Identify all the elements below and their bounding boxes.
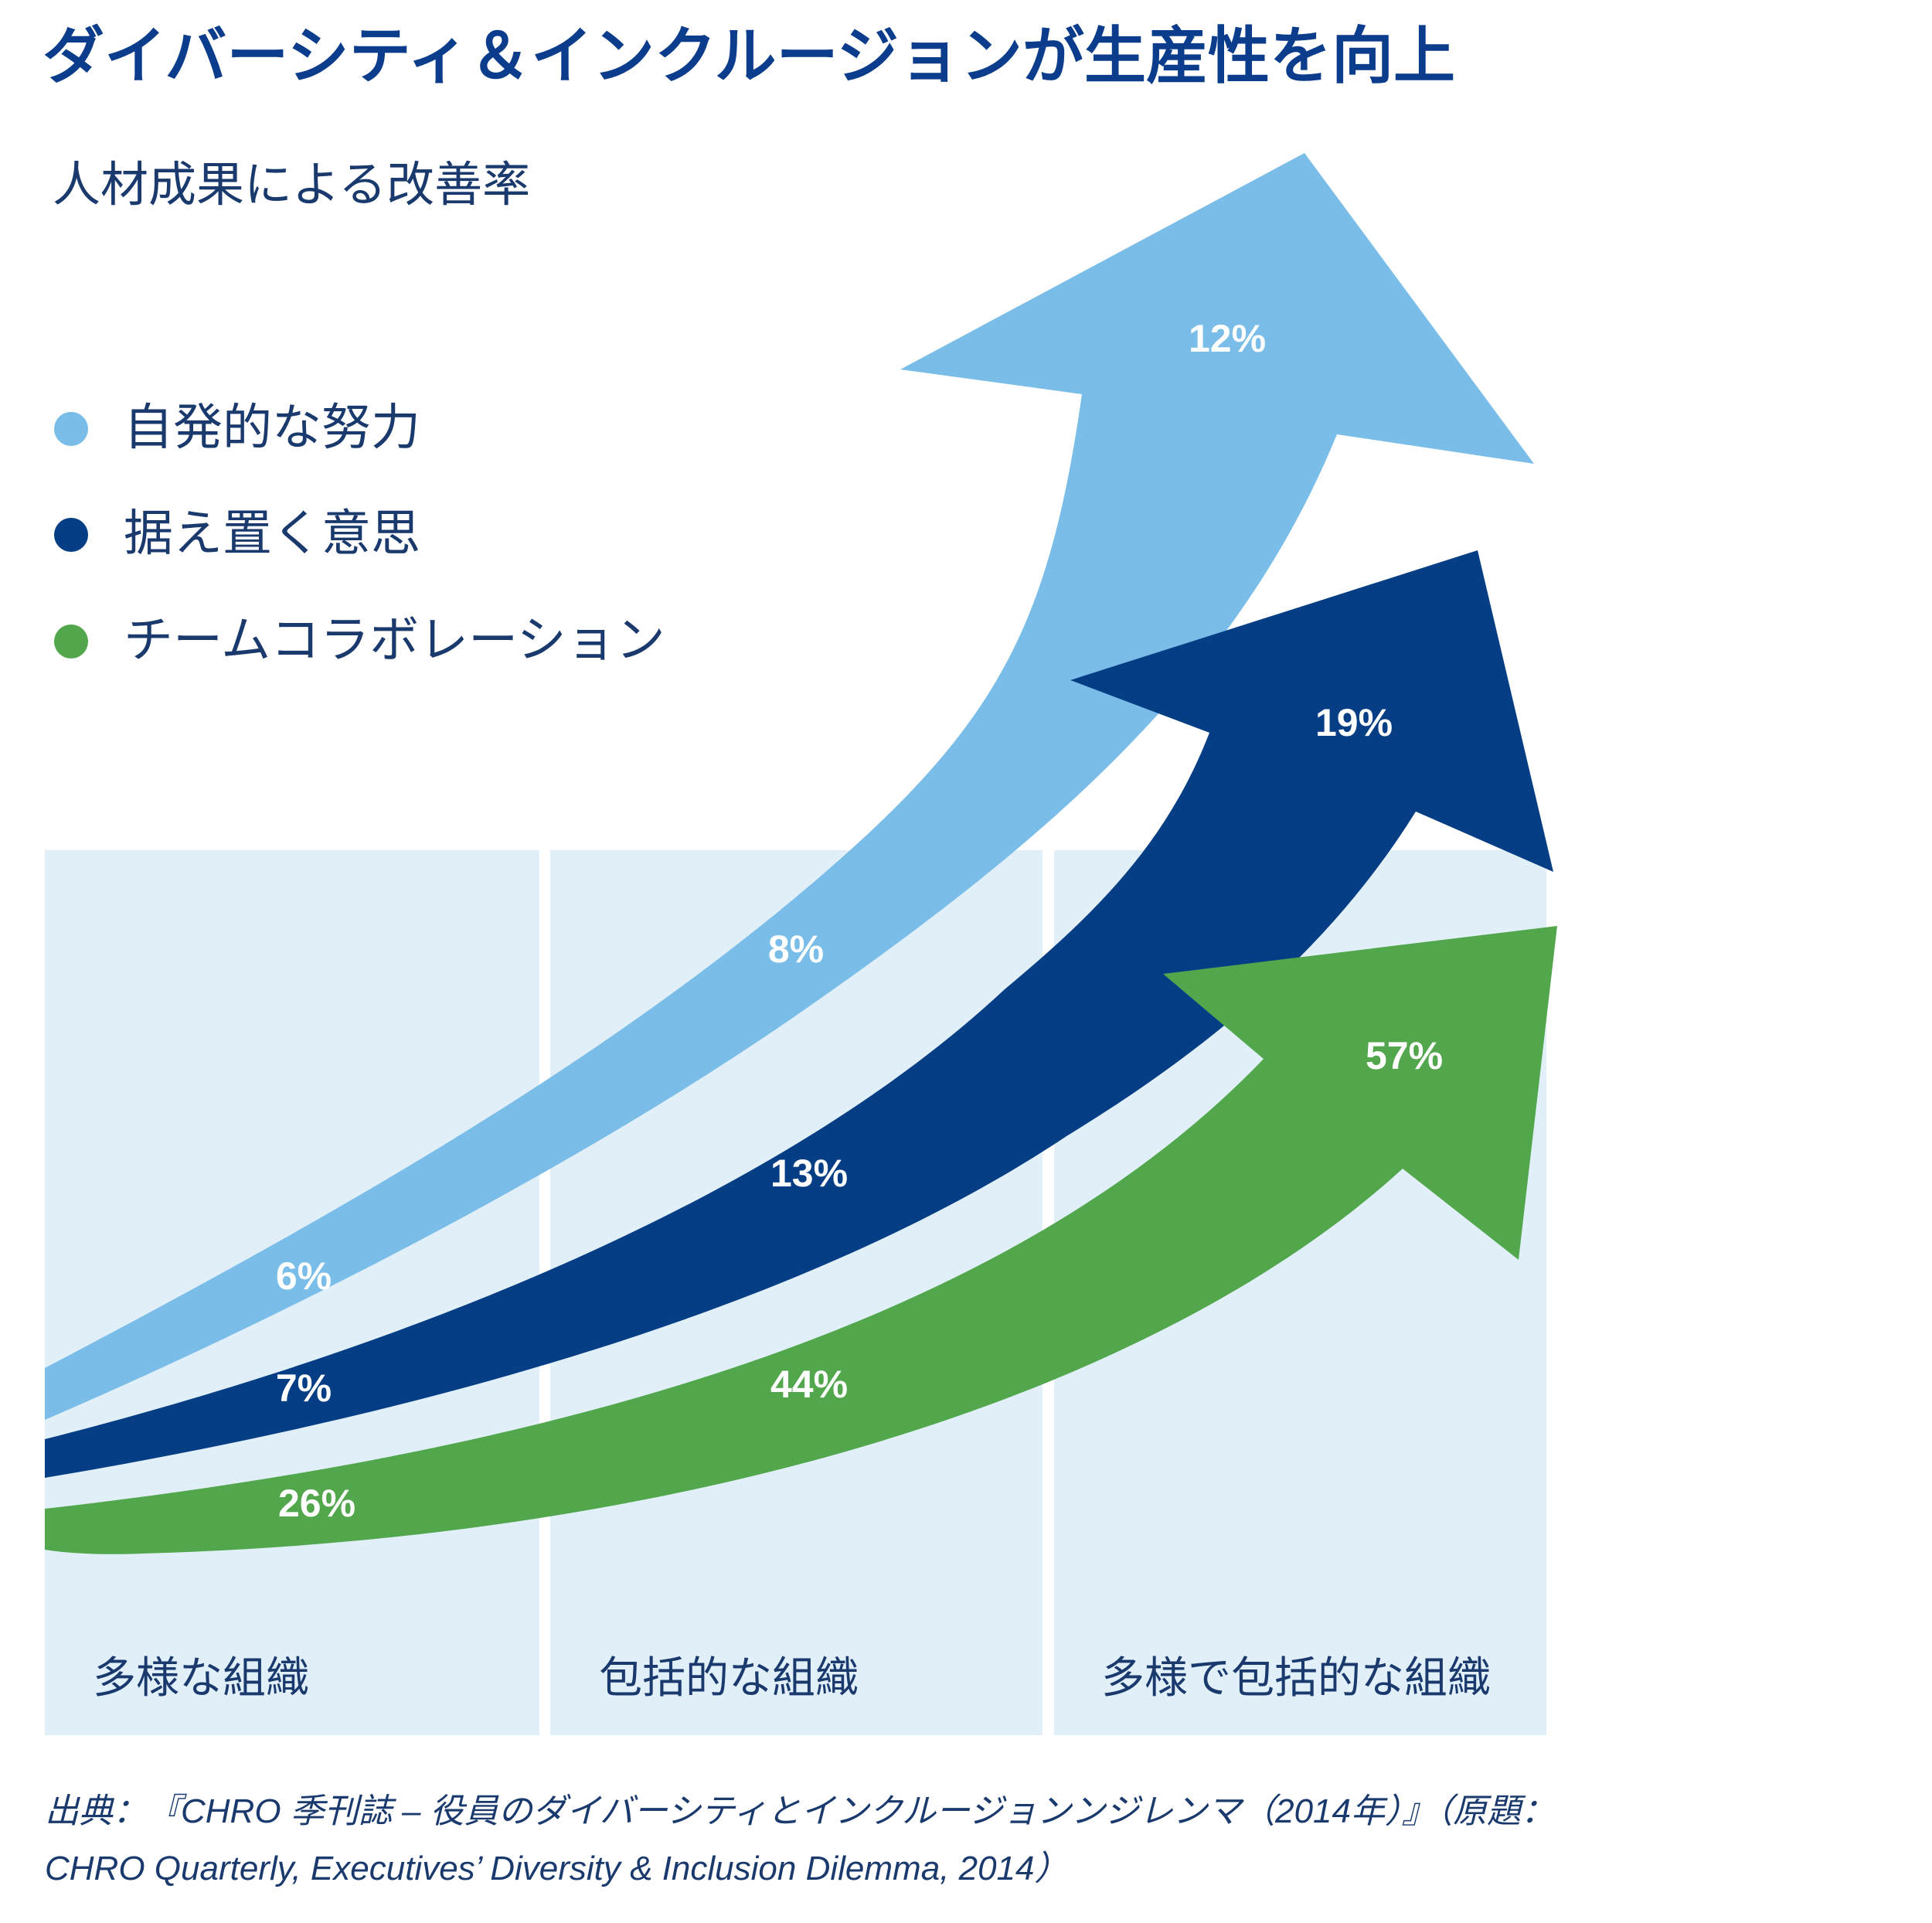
arrow-team-collaboration xyxy=(45,926,1557,1554)
data-labels: 6% 8% 12% 7% 13% 19% 26% 44% 57% xyxy=(276,317,1443,1525)
category-label-inclusive: 包括的な組織 xyxy=(599,1653,859,1703)
data-label-voluntary-effort-0: 6% xyxy=(276,1254,332,1298)
category-label-diverse: 多様な組織 xyxy=(93,1653,309,1703)
legend-marker-team-collaboration xyxy=(54,625,88,659)
data-label-intent-to-stay-0: 7% xyxy=(276,1367,332,1410)
legend-label-team-collaboration: チームコラボレーション xyxy=(124,612,665,669)
data-label-team-collaboration-2: 57% xyxy=(1366,1034,1443,1077)
arrow-intent-to-stay xyxy=(45,550,1553,1478)
data-label-team-collaboration-1: 44% xyxy=(770,1363,848,1406)
arrow-voluntary-effort xyxy=(45,153,1534,1420)
arrows xyxy=(45,153,1557,1554)
data-label-voluntary-effort-2: 12% xyxy=(1189,317,1266,360)
legend-marker-voluntary-effort xyxy=(54,412,88,446)
legend-label-intent-to-stay: 据え置く意思 xyxy=(124,505,420,563)
category-label-diverse-and-inclusive: 多様で包括的な組織 xyxy=(1101,1653,1491,1703)
source-line-2: CHRO Quarterly, Executives’ Diversity & … xyxy=(45,1850,1069,1887)
data-label-voluntary-effort-1: 8% xyxy=(768,927,824,971)
source-line-1: 出典：『CHRO 季刊誌 – 役員のダイバーシティとインクルージョンンジレンマ（… xyxy=(45,1792,1555,1830)
legend: 自発的な努力 据え置く意思 チームコラボレーション xyxy=(54,400,665,669)
chart-title: ダイバーシティ＆インクルージョンが生産性を向上 xyxy=(43,20,1455,92)
data-label-team-collaboration-0: 26% xyxy=(278,1482,355,1525)
category-labels: 多様な組織 包括的な組織 多様で包括的な組織 xyxy=(93,1653,1491,1703)
chart-subtitle: 人材成果による改善率 xyxy=(53,156,530,213)
legend-label-voluntary-effort: 自発的な努力 xyxy=(124,400,420,457)
data-label-intent-to-stay-1: 13% xyxy=(770,1152,848,1195)
legend-marker-intent-to-stay xyxy=(54,518,88,552)
data-label-intent-to-stay-2: 19% xyxy=(1315,701,1393,744)
